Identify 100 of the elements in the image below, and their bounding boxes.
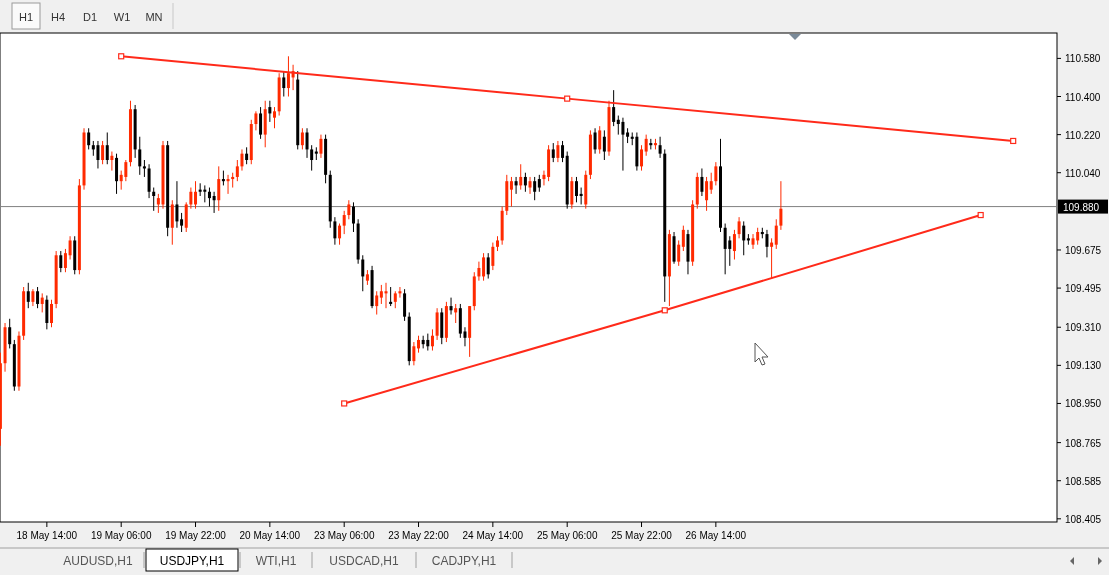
candlestick xyxy=(732,229,736,261)
candlestick xyxy=(700,167,704,197)
candlestick xyxy=(709,172,713,195)
candlestick xyxy=(751,233,755,250)
candlestick xyxy=(644,134,648,157)
candlestick xyxy=(87,127,91,150)
candlestick xyxy=(616,115,620,136)
candlestick xyxy=(640,144,644,172)
x-tick-label: 18 May 14:00 xyxy=(16,530,78,541)
candlestick xyxy=(551,142,555,163)
candlestick xyxy=(259,106,263,140)
candlestick xyxy=(561,140,565,163)
candlestick xyxy=(68,235,72,261)
candlestick xyxy=(449,297,453,316)
text: MN xyxy=(145,11,163,23)
candlestick xyxy=(737,216,741,239)
candlestick xyxy=(347,199,351,220)
candlestick xyxy=(361,254,365,292)
candlestick xyxy=(375,290,379,316)
candlestick xyxy=(593,127,597,155)
candlestick xyxy=(509,176,513,208)
candlestick xyxy=(235,159,239,182)
candlestick xyxy=(333,216,337,246)
y-tick-label: 109.310 xyxy=(1065,322,1102,334)
candlestick xyxy=(268,100,272,123)
candlestick xyxy=(96,140,100,169)
candlestick xyxy=(774,218,778,250)
text: AUDUSD,H1 xyxy=(63,554,133,568)
candlestick xyxy=(681,225,685,252)
candlestick xyxy=(115,153,119,195)
candlestick xyxy=(207,187,211,208)
candlestick xyxy=(454,303,458,324)
candlestick xyxy=(105,131,109,165)
candlestick xyxy=(147,163,151,199)
x-tick-label: 25 May 06:00 xyxy=(536,530,598,541)
candlestick xyxy=(240,148,244,172)
candlestick xyxy=(723,223,727,275)
text: D1 xyxy=(82,11,98,23)
candlestick xyxy=(8,318,12,349)
text: USDJPY,H1 xyxy=(159,554,225,568)
candlestick xyxy=(403,288,407,322)
candlestick xyxy=(486,252,490,280)
candlestick xyxy=(533,176,537,201)
y-tick-label: 108.765 xyxy=(1065,437,1102,449)
candlestick xyxy=(677,239,681,267)
candlestick xyxy=(574,176,578,203)
x-tick-label: 20 May 14:00 xyxy=(239,530,301,541)
candlestick xyxy=(59,250,63,273)
candlestick xyxy=(180,212,184,233)
candlestick xyxy=(152,187,156,212)
candlestick xyxy=(398,286,402,299)
candlestick xyxy=(556,140,560,163)
candlestick xyxy=(175,180,179,229)
candlestick xyxy=(170,199,174,246)
candlestick xyxy=(319,134,323,159)
candlestick xyxy=(742,220,746,256)
candlestick xyxy=(779,180,783,231)
candlestick xyxy=(110,151,114,172)
candlestick xyxy=(514,176,518,195)
point xyxy=(977,211,984,219)
candlestick xyxy=(26,282,30,309)
candlestick xyxy=(282,70,286,98)
point xyxy=(661,307,668,314)
y-tick-label: 110.040 xyxy=(1065,167,1101,179)
candlestick xyxy=(598,125,602,155)
candlestick xyxy=(519,163,523,191)
x-tick-label: 25 May 22:00 xyxy=(611,530,673,541)
candlestick xyxy=(338,223,342,246)
candlestick xyxy=(491,242,495,271)
candlestick xyxy=(384,282,388,309)
candlestick xyxy=(36,286,40,309)
point xyxy=(1010,137,1017,145)
candlestick xyxy=(435,307,439,341)
candlestick xyxy=(138,136,142,176)
candlestick xyxy=(351,201,355,233)
candlestick xyxy=(714,161,718,186)
candlestick xyxy=(389,286,393,307)
candlestick xyxy=(705,176,709,212)
candlestick xyxy=(310,144,314,172)
candlestick xyxy=(477,261,481,282)
y-tick-label: 109.675 xyxy=(1065,244,1102,256)
text: USDCAD,H1 xyxy=(329,554,399,568)
candlestick xyxy=(286,55,290,98)
candlestick xyxy=(50,299,53,328)
candlestick xyxy=(430,328,434,352)
y-tick-label: 108.585 xyxy=(1065,475,1102,487)
x-tick-label: 19 May 22:00 xyxy=(165,530,227,541)
candlestick xyxy=(602,129,606,161)
x-tick-label: 23 May 22:00 xyxy=(388,530,450,541)
candlestick xyxy=(189,187,193,210)
x-tick-label: 19 May 06:00 xyxy=(90,530,152,541)
candlestick xyxy=(523,172,527,193)
candlestick xyxy=(45,294,49,330)
candlestick xyxy=(765,229,769,258)
text: CADJPY,H1 xyxy=(431,554,497,568)
y-tick-label: 110.400 xyxy=(1065,91,1101,103)
point xyxy=(564,95,571,102)
candlestick xyxy=(579,187,583,205)
text: H4 xyxy=(50,11,66,23)
y-tick-label: 110.220 xyxy=(1065,129,1101,141)
